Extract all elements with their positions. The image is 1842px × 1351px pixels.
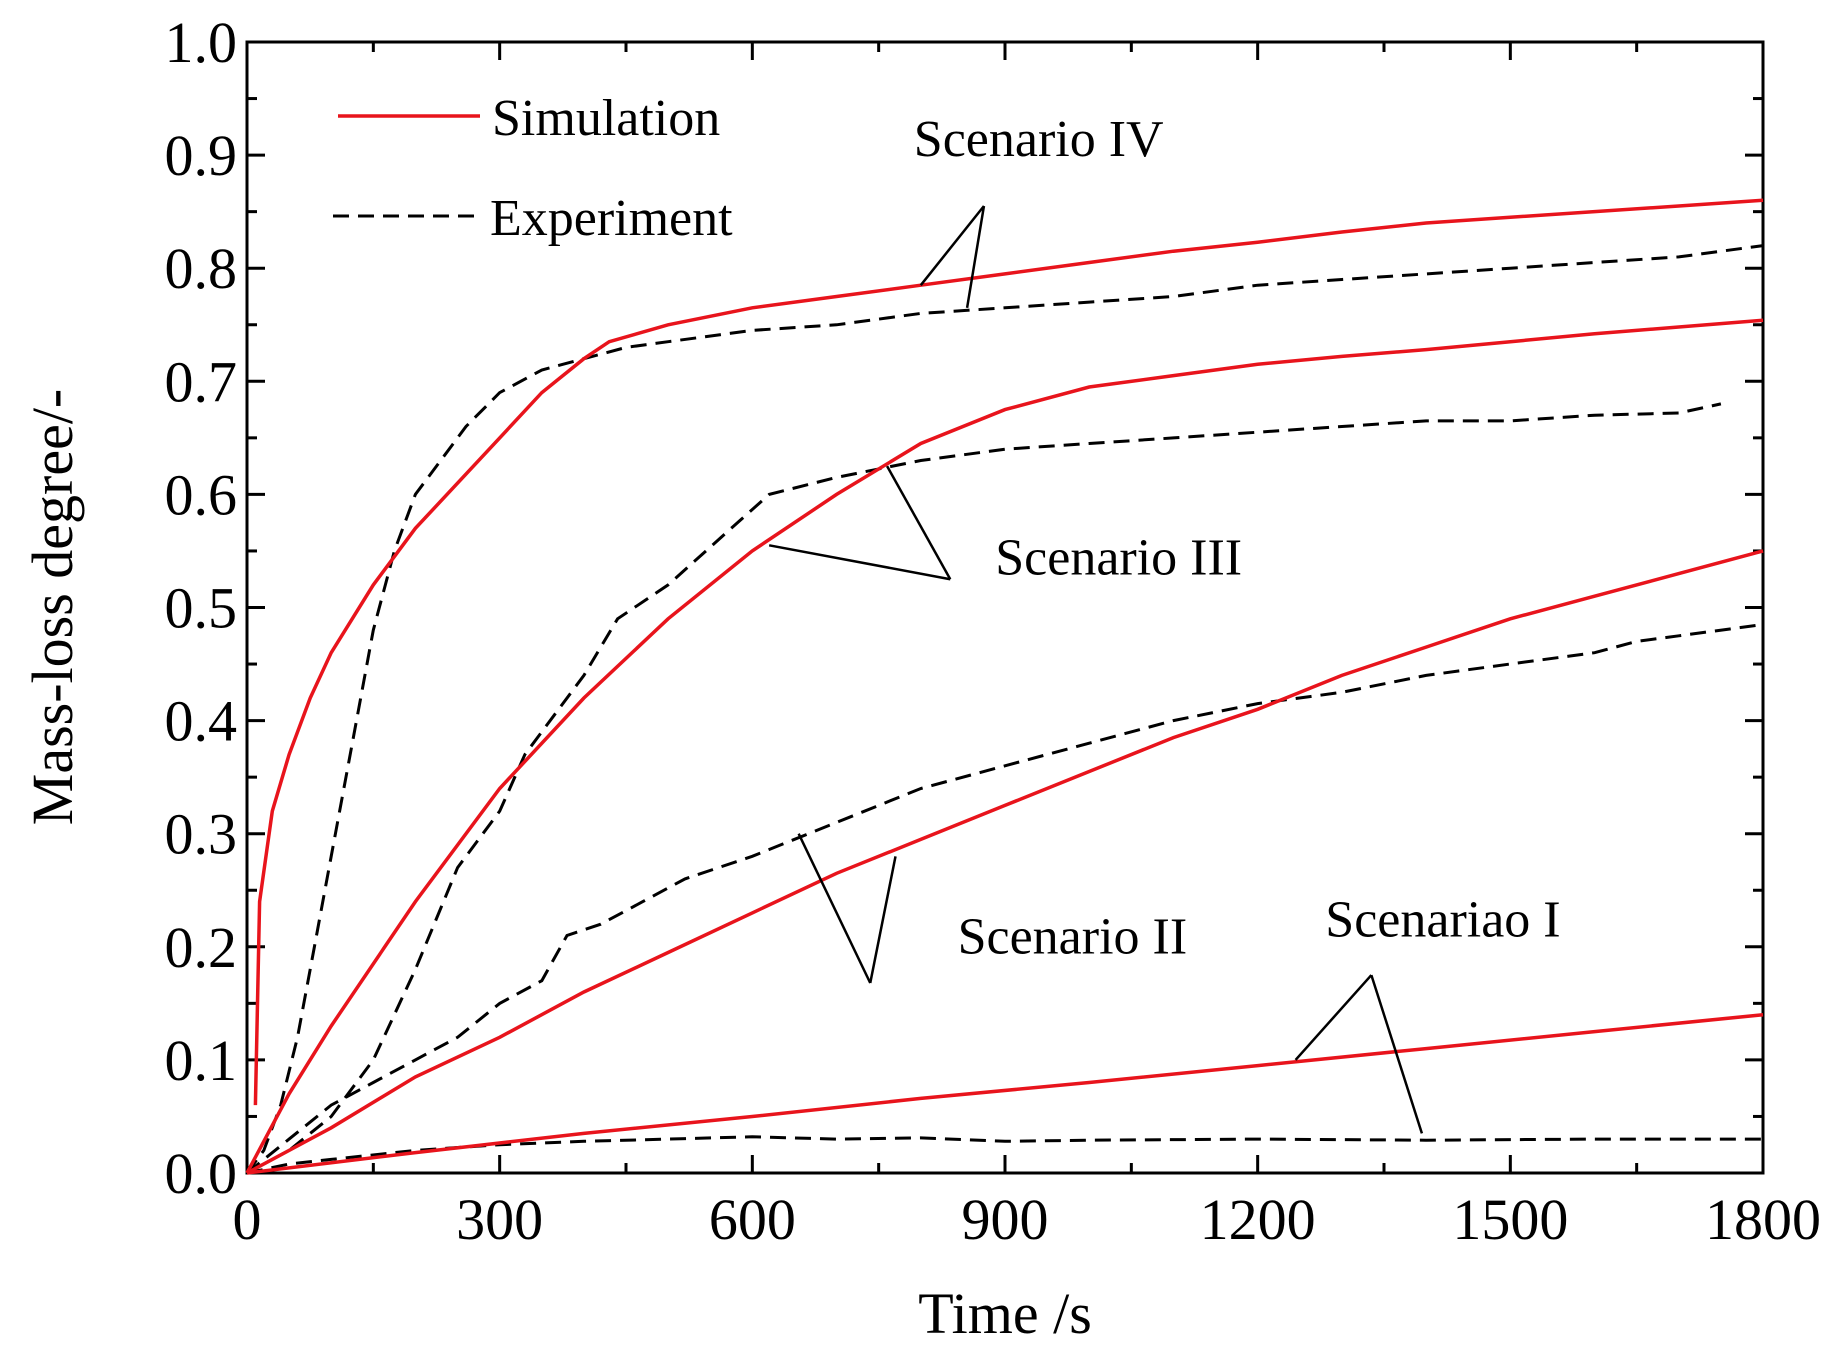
series-line-scenariao-i-simulation (246, 1012, 1764, 1175)
axis-ticks: 0 300 600 900 1200 1500 1800 0.0 0.1 0.2 0.3 0.4 0.5… (165, 10, 1822, 1252)
y-tick-label: 0.3 (165, 802, 238, 867)
y-tick-label: 0.5 (165, 576, 238, 641)
series-line-scenario-iii-simulation (245, 318, 1764, 1174)
x-tick-label: 1200 (1200, 1187, 1316, 1252)
annotation-leader-line (919, 205, 985, 286)
legend-simulation-label: Simulation (492, 90, 720, 147)
y-axis-title: Mass-loss degree/- (20, 389, 85, 826)
annotation-scenario-ii: Scenario II (958, 908, 1188, 965)
y-tick-label: 0.0 (165, 1141, 238, 1206)
series-line-scenario-iv-experiment (245, 244, 1764, 1174)
series-line-scenario-iv-simulation (253, 198, 1764, 1106)
y-tick-label: 0.8 (165, 236, 238, 301)
y-tick-label: 0.4 (165, 689, 238, 754)
annotation-scenario-iv: Scenario IV (914, 111, 1164, 168)
series-line-scenariao-i-experiment (246, 1135, 1763, 1175)
annotation-scenariao-i: Scenariao I (1325, 892, 1560, 949)
y-tick-label: 0.1 (165, 1028, 238, 1093)
annotation-leader-line (869, 856, 897, 984)
y-tick-label: 0.7 (165, 349, 238, 414)
x-tick-label: 1800 (1705, 1187, 1821, 1252)
series-layer (245, 198, 1764, 1175)
series-line-scenario-ii-experiment (246, 623, 1764, 1175)
series-line-scenario-ii-simulation (246, 549, 1764, 1175)
x-tick-label: 300 (456, 1187, 543, 1252)
x-tick-label: 900 (962, 1187, 1049, 1252)
annotation-labels: Scenario IV Scenario III Scenario II Sce… (914, 111, 1561, 965)
annotation-leader-line (1294, 974, 1373, 1061)
x-tick-label: 0 (233, 1187, 262, 1252)
plot-frame (245, 40, 1765, 1175)
annotation-leaders (768, 205, 1424, 1134)
y-tick-label: 0.9 (165, 123, 238, 188)
annotation-leader-line (1370, 974, 1424, 1134)
y-tick-label: 1.0 (165, 10, 238, 75)
y-tick-label: 0.6 (165, 462, 238, 527)
series-line-scenario-iii-experiment (246, 402, 1722, 1175)
legend: Simulation Experiment (333, 90, 733, 247)
annotation-scenario-iii: Scenario III (995, 530, 1242, 587)
annotation-leader-line (797, 833, 872, 984)
x-axis-title: Time /s (918, 1281, 1092, 1346)
x-tick-label: 1500 (1452, 1187, 1568, 1252)
annotation-leader-line (965, 205, 986, 308)
x-tick-label: 600 (709, 1187, 796, 1252)
y-tick-label: 0.2 (165, 915, 238, 980)
legend-experiment-label: Experiment (490, 190, 733, 247)
annotation-leader-line (768, 544, 951, 581)
annotation-leader-line (885, 465, 952, 580)
